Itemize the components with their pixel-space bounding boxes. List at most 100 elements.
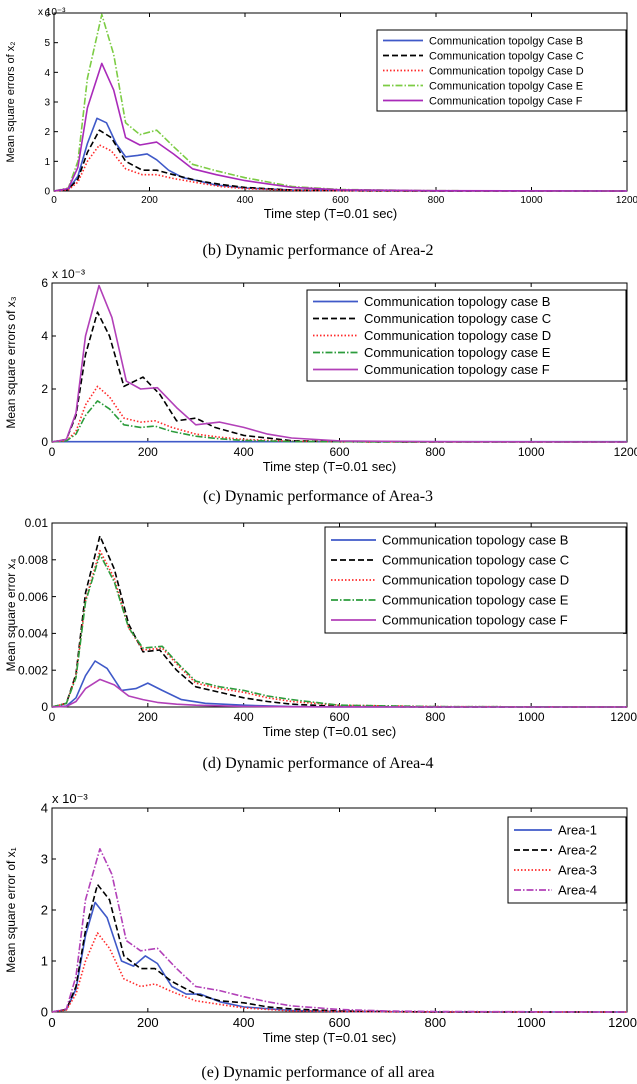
x-tick-label: 200 [137,1015,159,1030]
axis-exponent-label: x 10⁻³ [52,791,88,806]
y-tick-label: 2 [41,382,48,396]
series-line-3 [51,385,627,443]
y-tick-label: 0.01 [25,516,49,530]
x-tick-label: 800 [424,1015,446,1030]
x-axis-label: Time step (T=0.01 sec) [263,724,397,739]
x-tick-label: 600 [332,195,349,206]
x-tick-label: 0 [49,445,56,459]
x-tick-label: 1200 [616,195,637,206]
figure-caption: (d) Dynamic performance of Area-4 [203,755,434,772]
series-line-4 [51,553,628,708]
legend-entry-label: Area-1 [558,823,597,838]
legend-box [507,816,627,904]
series-line-2 [51,311,627,443]
y-tick-label: 0.006 [18,590,48,604]
legend: Area-1 Area-2 Area-3 Area-4 [507,816,627,904]
legend-entry-label: Communication topology case D [382,573,569,588]
y-tick-label: 0.008 [18,553,48,567]
y-tick-label: 0 [41,1005,48,1020]
y-axis-label: Mean square error x₄ [4,558,18,671]
series-line-1 [51,901,627,1013]
figure-caption: (c) Dynamic performance of Area-3 [203,488,433,505]
y-tick-label: 3 [44,98,50,109]
x-tick-label: 1200 [610,710,637,724]
legend-entry-label: Communication topology case F [382,613,568,628]
y-axis-label: Mean square errors of x₂ [5,41,17,162]
x-tick-label: 1000 [520,195,543,206]
y-axis-label: Mean square error of x₁ [4,847,18,972]
legend-entry-label: Communication topology case E [364,345,551,360]
x-tick-label: 600 [329,1015,351,1030]
legend-entry-label: Communication topology case E [382,593,569,608]
x-axis-label: Time step (T=0.01 sec) [263,1030,397,1045]
y-tick-label: 1 [44,157,50,168]
x-tick-label: 200 [141,195,158,206]
y-tick-label: 6 [44,9,50,20]
legend-entry-label: Communication topolgy Case B [429,35,583,47]
legend: Communication topology case B Communicati… [324,526,627,634]
legend-box [306,289,627,382]
series-line-3 [53,144,627,192]
y-tick-label: 2 [44,127,50,138]
x-tick-label: 600 [329,710,349,724]
y-tick-label: 4 [44,68,50,79]
y-tick-label: 0 [44,187,50,198]
y-axis-label: Mean square errors of x₃ [4,296,18,428]
legend-entry-label: Area-2 [558,843,597,858]
y-tick-label: 0 [41,700,48,714]
series-line-5 [51,678,627,708]
series-line-3 [51,549,628,708]
legend-entry-label: Communication topolgy Case C [429,50,584,62]
series-line-1 [53,117,627,192]
x-tick-label: 400 [234,710,254,724]
x-tick-label: 1200 [608,1015,637,1030]
y-tick-label: 0 [41,435,48,449]
y-tick-label: 1 [41,954,48,969]
y-tick-label: 0.004 [18,627,48,641]
y-tick-label: 4 [41,801,48,816]
legend-entry-label: Communication topology case F [364,362,550,377]
legend-entry-label: Communication topolgy Case E [429,80,583,92]
legend-entry-label: Area-4 [558,883,597,898]
x-tick-label: 600 [329,445,349,459]
chart-panel-2: 0 200 400 600 800 1000 1200 0 2 4 6 x 10⁻³ Time step… [4,267,637,505]
legend-entry-label: Communication topology case B [364,294,550,309]
x-tick-label: 400 [237,195,254,206]
legend-entry-label: Communication topolgy Case F [429,95,583,107]
y-tick-label: 3 [41,852,48,867]
figure-caption: (e) Dynamic performance of all area [201,1064,434,1081]
y-tick-label: 4 [41,329,48,343]
series-line-2 [53,129,627,192]
y-tick-label: 0.002 [18,663,48,677]
x-tick-label: 1000 [517,1015,546,1030]
series-line-4 [53,13,628,192]
x-axis-label: Time step (T=0.01 sec) [264,206,398,221]
x-tick-label: 200 [138,710,158,724]
series-line-5 [51,284,628,443]
series-line-3 [51,932,627,1013]
series-line-4 [51,400,627,443]
legend-entry-label: Communication topology case D [364,328,551,343]
x-tick-label: 800 [428,195,445,206]
y-tick-label: 2 [41,903,48,918]
x-tick-label: 0 [51,195,57,206]
legend-entry-label: Area-3 [558,863,597,878]
x-tick-label: 1200 [614,445,637,459]
legend-entry-label: Communication topolgy Case D [429,65,584,77]
x-tick-label: 1000 [518,445,545,459]
legend-entry-label: Communication topology case B [382,533,568,548]
x-tick-label: 1000 [518,710,545,724]
chart-panel-1: 0 200 400 600 800 1000 1200 0 1 2 3 4 5 6x 10⁻³ Time s… [5,7,637,259]
series-line-2 [51,883,627,1013]
chart-panel-3: 0 200 400 600 800 1000 1200 0 0.002 0.004 0.006 0.0… [4,516,637,772]
legend: Communication topolgy Case B Communicatio… [376,29,627,112]
legend-entry-label: Communication topology case C [364,311,551,326]
x-tick-label: 0 [48,1015,55,1030]
series-line-1 [51,660,627,708]
x-tick-label: 800 [425,710,445,724]
axis-exponent-label: x 10⁻³ [38,7,66,18]
series-line-5 [53,62,628,192]
x-axis-label: Time step (T=0.01 sec) [263,459,397,474]
legend-entry-label: Communication topology case C [382,553,569,568]
